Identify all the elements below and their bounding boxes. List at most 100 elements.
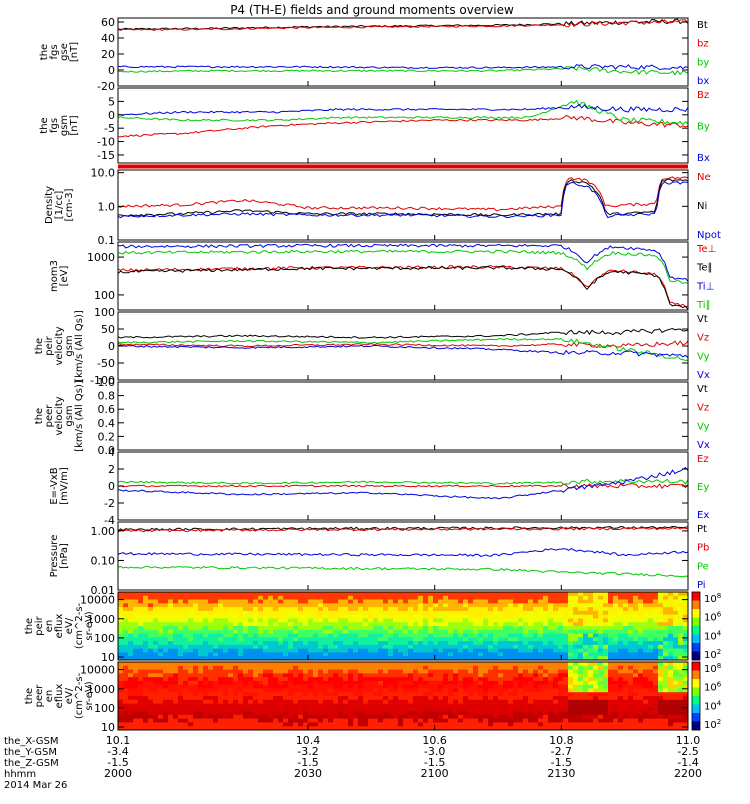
spectrogram-cell — [518, 626, 524, 631]
spectrogram-cell — [668, 629, 674, 634]
spectrogram-cell — [233, 652, 239, 657]
spectrogram-cell — [283, 595, 289, 600]
spectrogram-cell — [583, 707, 589, 712]
spectrogram-cell — [323, 641, 329, 646]
series-peir_velocity-3 — [117, 344, 689, 358]
spectrogram-cell — [248, 610, 254, 615]
spectrogram-cell — [613, 637, 619, 642]
spectrogram-cell — [613, 614, 619, 619]
spectrogram-cell — [628, 722, 634, 727]
spectrogram-cell — [648, 699, 654, 704]
spectrogram-cell — [333, 641, 339, 646]
spectrogram-cell — [498, 652, 504, 657]
spectrogram-cell — [503, 684, 509, 689]
spectrogram-cell — [328, 722, 334, 727]
spectrogram-cell — [363, 595, 369, 600]
spectrogram-cell — [343, 718, 349, 723]
spectrogram-cell — [683, 637, 689, 642]
spectrogram-cell — [498, 629, 504, 634]
spectrogram-cell — [513, 622, 519, 627]
spectrogram-cell — [573, 629, 579, 634]
spectrogram-cell — [343, 680, 349, 685]
spectrogram-cell — [248, 622, 254, 627]
spectrogram-cell — [158, 669, 164, 674]
y-axis-label: the fgs gsm [nT] — [39, 115, 80, 136]
spectrogram-cell — [658, 644, 664, 649]
colorbar-frame — [691, 661, 701, 731]
spectrogram-cell — [293, 652, 299, 657]
spectrogram-cell — [598, 595, 604, 600]
spectrogram-cell — [268, 692, 274, 697]
spectrogram-cell — [608, 680, 614, 685]
spectrogram-cell — [173, 714, 179, 719]
spectrogram-cell — [518, 662, 524, 667]
spectrogram-cell — [648, 637, 654, 642]
spectrogram-cell — [453, 665, 459, 670]
spectrogram-cell — [578, 603, 584, 608]
spectrogram-cell — [588, 599, 594, 604]
y-axis-label-line: Density — [44, 186, 55, 224]
spectrogram-cell — [663, 610, 669, 615]
spectrogram-cell — [548, 677, 554, 682]
spectrogram-cell — [613, 680, 619, 685]
spectrogram-cell — [173, 722, 179, 727]
y-tick-label: -100 — [90, 374, 115, 387]
spectrogram-cell — [373, 714, 379, 719]
spectrogram-cell — [163, 707, 169, 712]
spectrogram-cell — [533, 595, 539, 600]
spectrogram-cell — [593, 652, 599, 657]
spectrogram-cell — [383, 648, 389, 653]
spectrogram-cell — [408, 603, 414, 608]
colorbar-tick-label: 102 — [704, 648, 721, 661]
spectrogram-cell — [293, 633, 299, 638]
spectrogram-cell — [538, 684, 544, 689]
spectrogram-cell — [498, 614, 504, 619]
spectrogram-cell — [373, 699, 379, 704]
spectrogram-cell — [563, 662, 569, 667]
spectrogram-cell — [348, 696, 354, 701]
spectrogram-cell — [328, 673, 334, 678]
spectrogram-cell — [538, 614, 544, 619]
spectrogram-cell — [423, 610, 429, 615]
spectrogram-cell — [543, 648, 549, 653]
spectrogram-cell — [138, 699, 144, 704]
spectrogram-cell — [373, 641, 379, 646]
spectrogram-cell — [178, 688, 184, 693]
spectrogram-cell — [668, 644, 674, 649]
colorbar-segment — [692, 704, 700, 714]
spectrogram-cell — [238, 599, 244, 604]
spectrogram-cell — [168, 692, 174, 697]
y-tick-label: 0 — [108, 109, 115, 122]
spectrogram-cell — [198, 626, 204, 631]
spectrogram-cell — [238, 684, 244, 689]
spectrogram-cell — [348, 699, 354, 704]
spectrogram-cell — [348, 603, 354, 608]
spectrogram-cell — [393, 614, 399, 619]
spectrogram-cell — [323, 662, 329, 667]
spectrogram-cell — [498, 592, 504, 597]
spectrogram-cell — [443, 656, 449, 661]
spectrogram-cell — [323, 637, 329, 642]
spectrogram-cell — [198, 644, 204, 649]
spectrogram-cell — [473, 629, 479, 634]
spectrogram-cell — [293, 595, 299, 600]
spectrogram-cell — [358, 603, 364, 608]
spectrogram-cell — [383, 626, 389, 631]
spectrogram-cell — [273, 684, 279, 689]
spectrogram-cell — [208, 599, 214, 604]
spectrogram-cell — [623, 618, 629, 623]
spectrogram-cell — [233, 714, 239, 719]
spectrogram-cell — [458, 726, 464, 731]
spectrogram-cell — [268, 648, 274, 653]
spectrogram-cell — [263, 641, 269, 646]
spectrogram-cell — [123, 711, 129, 716]
spectrogram-cell — [533, 610, 539, 615]
spectrogram-cell — [298, 603, 304, 608]
spectrogram-cell — [443, 648, 449, 653]
spectrogram-cell — [568, 684, 574, 689]
spectrogram-cell — [388, 688, 394, 693]
spectrogram-cell — [163, 603, 169, 608]
spectrogram-cell — [408, 711, 414, 716]
spectrogram-cell — [278, 673, 284, 678]
spectrogram-cell — [338, 626, 344, 631]
